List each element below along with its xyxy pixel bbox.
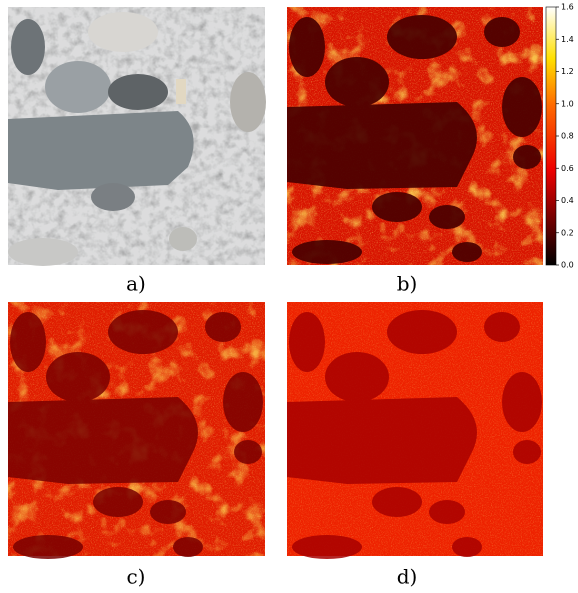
colorbar-tick-label: 0.2 [561,228,574,237]
colorbar-ticks: 0.0 0.2 0.4 0.6 0.8 1.0 1.2 1.4 1.6 [556,3,574,270]
colorbar-tick-label: 1.0 [561,99,574,108]
panel-label: d) [397,565,418,589]
colorbar-tick-label: 1.4 [561,35,574,44]
panel-label: b) [397,272,418,296]
colorbar-tick-label: 0.0 [561,261,574,270]
colorbar-tick-label: 0.8 [561,132,574,141]
heatmap-panel [287,302,543,559]
panel-label: a) [126,272,146,296]
colorbar-tick-label: 1.6 [561,3,574,12]
colorbar-tick-label: 0.4 [561,196,574,205]
heatmap-panel [8,302,265,559]
figure: 0.0 0.2 0.4 0.6 0.8 1.0 1.2 1.4 1.6 a) b) c) d) [0,0,578,593]
colorbar [546,7,556,265]
heatmap-panel [287,7,543,265]
photo-panel [8,7,266,266]
colorbar-tick-label: 0.6 [561,164,574,173]
colorbar-tick-label: 1.2 [561,67,574,76]
panel-label: c) [126,565,145,589]
